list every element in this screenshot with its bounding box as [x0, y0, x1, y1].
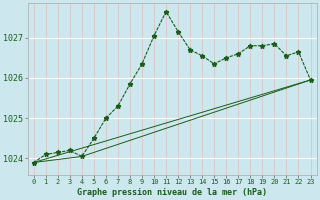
X-axis label: Graphe pression niveau de la mer (hPa): Graphe pression niveau de la mer (hPa) [77, 188, 267, 197]
